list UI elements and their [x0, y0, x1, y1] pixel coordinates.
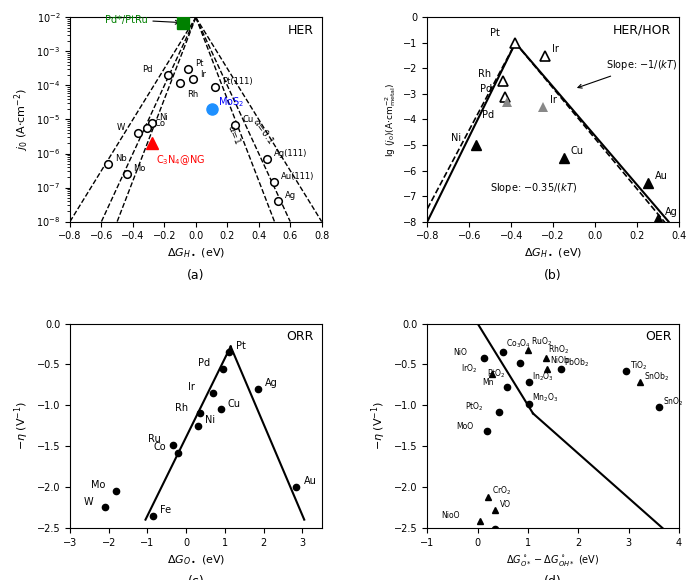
X-axis label: $\Delta G_{H\bullet}$ (eV): $\Delta G_{H\bullet}$ (eV) — [167, 247, 225, 260]
Text: Ni: Ni — [159, 113, 167, 122]
Text: Pd: Pd — [480, 84, 492, 95]
Text: W: W — [117, 123, 125, 132]
Y-axis label: $-\eta$ (V$^{-1}$): $-\eta$ (V$^{-1}$) — [13, 401, 31, 450]
Text: Rh: Rh — [175, 403, 188, 413]
Text: IrO$_2$: IrO$_2$ — [461, 362, 477, 375]
Text: Rh: Rh — [478, 69, 491, 79]
X-axis label: $\Delta G^\circ_{O*} - \Delta G^\circ_{OH*}$ (eV): $\Delta G^\circ_{O*} - \Delta G^\circ_{O… — [506, 553, 600, 568]
Text: Ir: Ir — [188, 382, 195, 392]
Text: Ag: Ag — [265, 378, 277, 388]
Text: Ru: Ru — [148, 434, 160, 444]
Text: Mn: Mn — [482, 378, 494, 386]
Text: (c): (c) — [188, 575, 204, 580]
Text: HER/HOR: HER/HOR — [613, 24, 671, 37]
Text: $\alpha$=0.1: $\alpha$=0.1 — [251, 116, 276, 146]
Text: ORR: ORR — [287, 330, 314, 343]
Text: Pd: Pd — [143, 66, 153, 74]
Text: Slope: $-0.35/(kT)$: Slope: $-0.35/(kT)$ — [490, 181, 578, 195]
Text: Rh: Rh — [187, 90, 198, 99]
Text: Co: Co — [153, 442, 166, 452]
Text: Co$_3$O$_4$: Co$_3$O$_4$ — [505, 338, 531, 350]
Text: (b): (b) — [545, 269, 562, 282]
Text: NioO: NioO — [441, 512, 460, 520]
Text: Cu: Cu — [570, 146, 584, 155]
Text: TiO$_2$: TiO$_2$ — [630, 359, 648, 372]
Text: Ir: Ir — [552, 44, 559, 53]
Text: Pt: Pt — [236, 342, 246, 351]
Text: $\alpha$=1: $\alpha$=1 — [226, 123, 244, 146]
Text: Mo: Mo — [92, 480, 106, 490]
Text: (d): (d) — [545, 575, 562, 580]
Text: PtO$_2$: PtO$_2$ — [466, 400, 484, 412]
Text: SnO$_2$: SnO$_2$ — [663, 395, 684, 408]
Text: HER: HER — [288, 24, 314, 37]
Text: In$_2$O$_3$: In$_2$O$_3$ — [532, 371, 554, 383]
Text: Ag: Ag — [285, 191, 295, 200]
Text: Pt(111): Pt(111) — [222, 77, 252, 86]
Text: MoO: MoO — [456, 422, 473, 431]
Text: Pd: Pd — [482, 110, 494, 120]
X-axis label: $\Delta G_{O\bullet}$ (eV): $\Delta G_{O\bullet}$ (eV) — [167, 553, 225, 567]
Text: Ag: Ag — [665, 207, 678, 217]
Text: Pt: Pt — [491, 28, 500, 38]
Text: NiO: NiO — [453, 348, 467, 357]
Text: Mo: Mo — [134, 164, 146, 173]
Text: VO: VO — [500, 500, 510, 509]
Text: Cu: Cu — [242, 115, 253, 124]
Text: PbOb$_2$: PbOb$_2$ — [564, 357, 589, 369]
Text: BeO: BeO — [0, 579, 1, 580]
Text: CrO$_2$: CrO$_2$ — [492, 485, 511, 498]
Text: C$_3$N$_4$@NG: C$_3$N$_4$@NG — [156, 153, 205, 166]
Text: PtO$_2$: PtO$_2$ — [487, 368, 505, 380]
Y-axis label: lg $(j_0)$(A$\cdot$cm$^{-2}_\mathrm{metal}$): lg $(j_0)$(A$\cdot$cm$^{-2}_\mathrm{meta… — [383, 82, 398, 157]
Y-axis label: $j_0$ (A$\cdot$cm$^{-2}$): $j_0$ (A$\cdot$cm$^{-2}$) — [12, 88, 31, 151]
Text: Ir: Ir — [550, 95, 556, 104]
Text: MoS$_2$: MoS$_2$ — [218, 95, 245, 109]
Text: Pd*/PtRu: Pd*/PtRu — [104, 14, 179, 25]
Text: Co: Co — [154, 118, 165, 128]
Text: (a): (a) — [187, 269, 204, 282]
Text: Ni: Ni — [204, 415, 215, 425]
Y-axis label: $-\eta$ (V$^{-1}$): $-\eta$ (V$^{-1}$) — [370, 401, 389, 450]
Text: SnOb$_2$: SnOb$_2$ — [644, 371, 669, 383]
Text: Pd: Pd — [198, 358, 210, 368]
Text: Ir: Ir — [199, 70, 206, 79]
Text: Cu: Cu — [228, 398, 241, 408]
Text: RuO$_2$: RuO$_2$ — [531, 335, 552, 348]
Text: Au(111): Au(111) — [281, 172, 315, 181]
Text: NiOb: NiOb — [550, 356, 568, 365]
Text: RhO$_2$: RhO$_2$ — [548, 343, 570, 356]
Text: Ni: Ni — [451, 133, 461, 143]
Text: Au: Au — [303, 476, 316, 486]
Text: Ag(111): Ag(111) — [274, 149, 307, 158]
Text: OER: OER — [645, 330, 671, 343]
Text: Slope: $-1/(kT)$: Slope: $-1/(kT)$ — [578, 59, 677, 88]
Text: Au: Au — [654, 171, 667, 181]
Text: Fe: Fe — [160, 505, 172, 515]
X-axis label: $\Delta G_{H\bullet}$ (eV): $\Delta G_{H\bullet}$ (eV) — [524, 247, 582, 260]
Text: Nb: Nb — [115, 154, 127, 163]
Text: W: W — [84, 496, 94, 506]
Text: Pt: Pt — [195, 59, 203, 68]
Text: Mn$_2$O$_3$: Mn$_2$O$_3$ — [532, 392, 558, 404]
